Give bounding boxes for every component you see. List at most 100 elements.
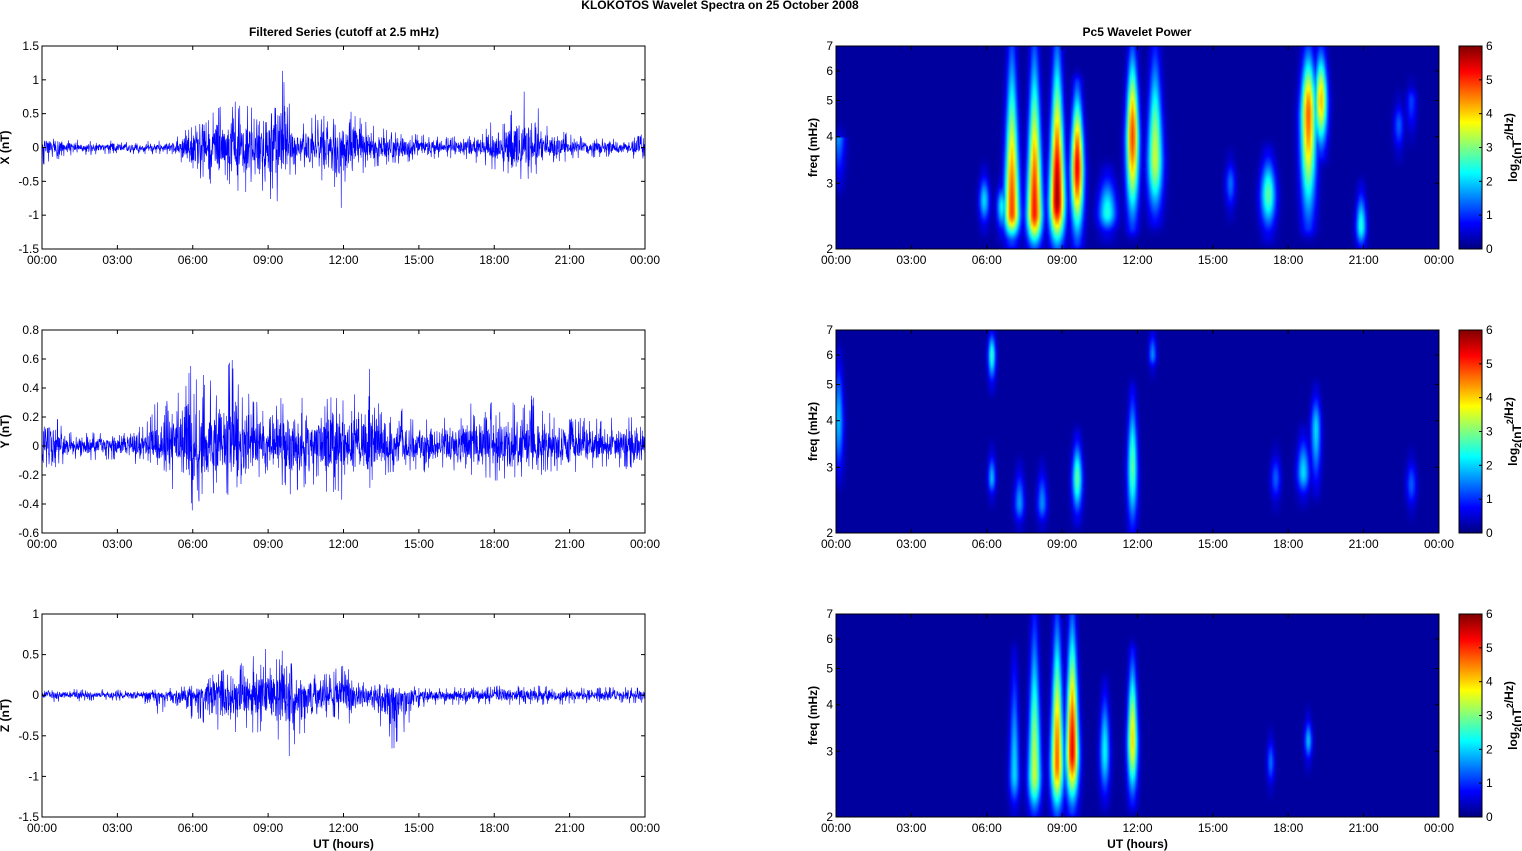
colorbar-label-part: (nT xyxy=(1510,708,1522,727)
series-panel-x: 1.510.50-0.5-1-1.500:00 03:00 06:00 09:00 12… xyxy=(0,39,660,267)
colorbar-tick-label: 1 xyxy=(1486,776,1493,790)
y-tick-label: 0.6 xyxy=(22,352,39,366)
colorbar-tick-label: 4 xyxy=(1486,675,1493,689)
x-tick-label: 18:00 xyxy=(1273,537,1303,551)
x-tick-label: 06:00 xyxy=(178,253,208,267)
colorbar-label-part: /Hz) xyxy=(1502,113,1516,135)
x-tick-label: 09:00 xyxy=(253,253,283,267)
colorbar-tick-label: 6 xyxy=(1486,607,1493,621)
colorbar-label: log2(nT2/Hz) xyxy=(1502,397,1522,466)
colorbar xyxy=(1459,330,1482,533)
y-tick-label: -0.6 xyxy=(18,526,39,540)
x-tick-label: 18:00 xyxy=(1273,253,1303,267)
colorbar-tick-label: 2 xyxy=(1486,458,1493,472)
x-tick-label: 03:00 xyxy=(102,821,132,835)
colorbar-label-part: 2 xyxy=(1505,135,1515,140)
plot-area xyxy=(42,330,645,533)
colorbar-label-part: log xyxy=(1506,732,1520,750)
y-tick-label: -1.5 xyxy=(18,810,39,824)
y-axis-label: freq (mHz) xyxy=(806,686,820,745)
y-tick-label: -0.5 xyxy=(18,729,39,743)
x-tick-label: 12:00 xyxy=(328,821,358,835)
x-tick-label: 09:00 xyxy=(1047,253,1077,267)
x-tick-label: 21:00 xyxy=(555,821,585,835)
y-axis-label: Z (nT) xyxy=(0,699,12,732)
x-tick-label: 00:00 xyxy=(821,537,851,551)
colorbar-label-part: log xyxy=(1506,164,1520,182)
x-tick-label: 12:00 xyxy=(1122,821,1152,835)
x-tick-label: 18:00 xyxy=(1273,821,1303,835)
x-tick-label: 15:00 xyxy=(404,253,434,267)
colorbar-label-part: /Hz) xyxy=(1502,681,1516,703)
colorbar-label-part: (nT xyxy=(1510,140,1522,159)
x-tick-label: 03:00 xyxy=(102,253,132,267)
x-tick-label: 06:00 xyxy=(178,537,208,551)
series-line-y xyxy=(41,359,646,511)
figure-title: KLOKOTOS Wavelet Spectra on 25 October 2… xyxy=(581,0,859,12)
y-axis-label: freq (mHz) xyxy=(806,118,820,177)
x-tick-label: 03:00 xyxy=(896,821,926,835)
colorbar-tick-label: 5 xyxy=(1486,641,1493,655)
x-tick-label: 18:00 xyxy=(479,537,509,551)
x-tick-label: 00:00 xyxy=(630,537,660,551)
y-tick-label: 5 xyxy=(826,378,833,392)
wavelet-heatmap xyxy=(836,330,1439,533)
series-line-z xyxy=(41,649,646,757)
x-tick-label: 00:00 xyxy=(27,253,57,267)
x-tick-label: 00:00 xyxy=(1424,537,1454,551)
x-tick-label: 09:00 xyxy=(1047,537,1077,551)
y-tick-label: 6 xyxy=(826,64,833,78)
colorbar-tick-label: 6 xyxy=(1486,323,1493,337)
y-tick-label: 4 xyxy=(826,698,833,712)
y-tick-label: 6 xyxy=(826,632,833,646)
wavelet-heatmap xyxy=(836,46,1439,249)
y-tick-label: 5 xyxy=(826,662,833,676)
y-tick-label: 0 xyxy=(32,439,39,453)
series-line-x xyxy=(41,70,646,208)
y-tick-label: 3 xyxy=(826,460,833,474)
x-tick-label: 09:00 xyxy=(253,537,283,551)
y-tick-label: 1.5 xyxy=(22,39,39,53)
colorbar xyxy=(1459,614,1482,817)
colorbar-label: log2(nT2/Hz) xyxy=(1502,681,1522,750)
x-tick-label: 00:00 xyxy=(1424,253,1454,267)
series-panel-z: 10.50-0.5-1-1.500:00 03:00 06:00 09:00 12:00… xyxy=(0,607,660,835)
colorbar-tick-label: 0 xyxy=(1486,810,1493,824)
y-tick-label: 4 xyxy=(826,414,833,428)
x-tick-label: 03:00 xyxy=(896,537,926,551)
right-column-title: Pc5 Wavelet Power xyxy=(1083,25,1192,39)
colorbar-label-part: 2 xyxy=(1505,419,1515,424)
colorbar-tick-label: 6 xyxy=(1486,39,1493,53)
colorbar-tick-label: 0 xyxy=(1486,242,1493,256)
colorbar-tick-label: 5 xyxy=(1486,357,1493,371)
wavelet-panel-x: 2 3 4 5 6 7 00:00 03:00 06:00 09:00 12:00 15:00 18:0… xyxy=(806,39,1522,267)
y-tick-label: 0 xyxy=(32,141,39,155)
colorbar-label-part: 2 xyxy=(1505,703,1515,708)
y-axis-label: Y (nT) xyxy=(0,415,12,449)
x-tick-label: 21:00 xyxy=(555,537,585,551)
colorbar-tick-label: 4 xyxy=(1486,391,1493,405)
y-tick-label: 4 xyxy=(826,130,833,144)
colorbar-tick-label: 4 xyxy=(1486,107,1493,121)
x-tick-label: 21:00 xyxy=(1349,821,1379,835)
y-tick-label: 0 xyxy=(32,688,39,702)
colorbar-label: log2(nT2/Hz) xyxy=(1502,113,1522,182)
y-tick-label: 1 xyxy=(32,607,39,621)
colorbar-tick-label: 2 xyxy=(1486,742,1493,756)
y-tick-label: 1 xyxy=(32,73,39,87)
colorbar-label-part: 2 xyxy=(1513,159,1522,164)
x-axis-label-right: UT (hours) xyxy=(1107,837,1168,851)
x-tick-label: 06:00 xyxy=(972,537,1002,551)
colorbar-tick-label: 2 xyxy=(1486,174,1493,188)
x-tick-label: 00:00 xyxy=(630,821,660,835)
colorbar-tick-label: 0 xyxy=(1486,526,1493,540)
y-tick-label: 0.8 xyxy=(22,323,39,337)
colorbar-label-part: /Hz) xyxy=(1502,397,1516,419)
x-tick-label: 12:00 xyxy=(328,537,358,551)
y-tick-label: -0.2 xyxy=(18,468,39,482)
x-tick-label: 09:00 xyxy=(1047,821,1077,835)
y-axis-label: freq (mHz) xyxy=(806,402,820,461)
series-panel-y: 0.80.60.40.20-0.2-0.4-0.600:00 03:00 06:00… xyxy=(0,323,660,551)
colorbar-tick-label: 1 xyxy=(1486,208,1493,222)
x-tick-label: 15:00 xyxy=(404,821,434,835)
